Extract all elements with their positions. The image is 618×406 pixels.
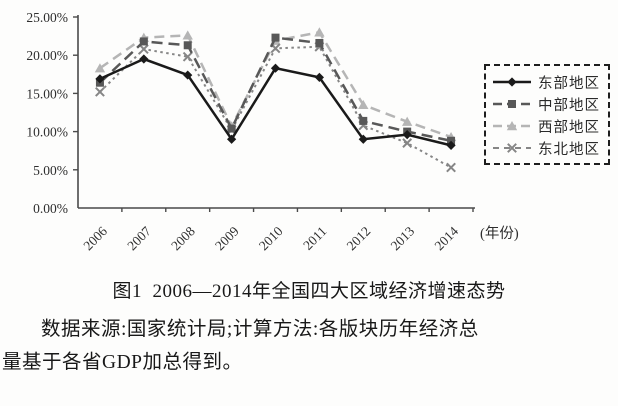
figure-source-line-1: 数据来源:国家统计局;计算方法:各版块历年经济总 xyxy=(41,319,479,340)
legend-swatch-square xyxy=(493,100,531,108)
marker-triangle xyxy=(182,30,193,40)
marker-diamond xyxy=(314,72,324,82)
x-tick-label: 2007 xyxy=(124,223,154,253)
legend-item-中部地区: 中部地区 xyxy=(492,93,602,115)
y-tick-label: 20.00% xyxy=(26,48,68,63)
marker-diamond xyxy=(507,77,517,87)
x-tick-label: 2013 xyxy=(388,223,418,253)
marker-diamond xyxy=(402,130,412,140)
marker-x-cross xyxy=(446,162,456,173)
marker-triangle xyxy=(401,116,413,126)
x-tick-label: 2012 xyxy=(344,224,374,254)
x-tick-label: 2008 xyxy=(168,223,198,253)
x-tick-label: 2011 xyxy=(300,224,329,253)
figure-source-line-2: 量基于各省GDP加总得到。 xyxy=(2,352,243,373)
marker-diamond xyxy=(227,134,237,144)
legend-item-西部地区: 西部地区 xyxy=(492,115,602,137)
legend-label: 东北地区 xyxy=(538,141,600,158)
marker-triangle xyxy=(94,63,106,73)
marker-diamond xyxy=(139,54,149,64)
chart-canvas: 0.00% 5.00% 10.00% 15.00% 20.00% 25.00% 2006 20… xyxy=(26,10,519,254)
x-tick-label: 2006 xyxy=(80,223,110,253)
marker-diamond xyxy=(446,140,456,150)
figure-caption: 图1 2006—2014年全国四大区域经济增速态势 xyxy=(112,281,506,302)
chart-legend: 东部地区中部地区西部地区东北地区 xyxy=(484,64,610,165)
marker-triangle xyxy=(358,99,369,110)
marker-triangle xyxy=(314,27,325,37)
marker-x-cross xyxy=(138,44,149,54)
marker-square xyxy=(315,38,324,47)
legend-item-东部地区: 东部地区 xyxy=(492,71,602,93)
marker-square xyxy=(139,37,148,46)
growth-line-chart: 0.00% 5.00% 10.00% 15.00% 20.00% 25.00% 2006 20… xyxy=(26,10,610,254)
marker-square xyxy=(227,124,236,133)
x-tick-label: 2010 xyxy=(256,223,286,253)
y-tick-label: 25.00% xyxy=(26,10,68,25)
y-tick-label: 10.00% xyxy=(26,125,68,140)
marker-diamond xyxy=(358,134,368,144)
y-tick-label: 15.00% xyxy=(26,86,68,101)
marker-x-cross xyxy=(95,86,105,97)
marker-x-cross xyxy=(182,51,193,62)
marker-square xyxy=(183,41,192,50)
figure-source: 数据来源:国家统计局;计算方法:各版块历年经济总 量基于各省GDP加总得到。 xyxy=(0,313,618,379)
legend-label: 中部地区 xyxy=(538,97,600,114)
x-axis-unit-label: (年份) xyxy=(480,225,519,242)
marker-x-cross xyxy=(270,43,281,54)
marker-x-cross xyxy=(402,138,413,148)
y-tick-label: 5.00% xyxy=(33,163,68,178)
legend-label: 东部地区 xyxy=(538,75,600,92)
marker-diamond xyxy=(183,70,193,80)
marker-square xyxy=(508,100,516,108)
legend-item-东北地区: 东北地区 xyxy=(492,137,602,159)
y-tick-label: 0.00% xyxy=(33,201,68,216)
marker-triangle xyxy=(506,121,518,131)
x-tick-label: 2014 xyxy=(431,223,461,253)
x-tick-label: 2009 xyxy=(212,223,242,253)
legend-label: 西部地区 xyxy=(538,119,600,136)
legend-swatch-diamond xyxy=(493,77,531,87)
series-line-中部地区 xyxy=(99,36,452,142)
marker-square xyxy=(271,33,280,42)
marker-diamond xyxy=(95,74,105,84)
marker-square xyxy=(359,116,368,125)
legend-swatch-x-cross xyxy=(493,143,531,153)
marker-x-cross xyxy=(507,143,517,153)
marker-diamond xyxy=(270,63,281,73)
legend-swatch-triangle xyxy=(493,121,531,131)
